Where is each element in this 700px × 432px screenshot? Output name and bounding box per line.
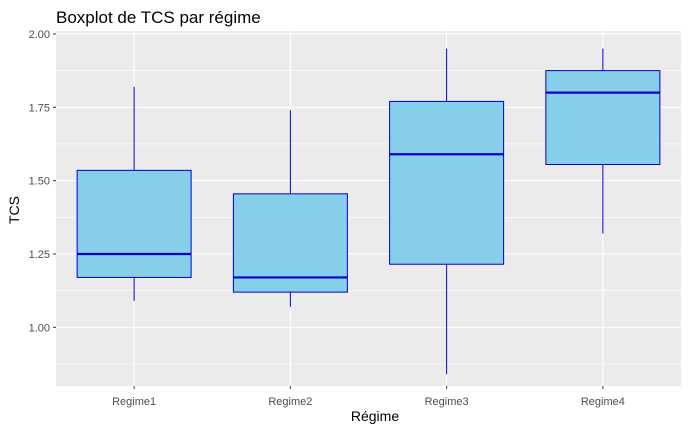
box-iqr: [76, 169, 192, 278]
x-axis-title: Régime: [351, 408, 399, 424]
x-tick-label: Regime2: [268, 396, 312, 408]
x-tick-label: Regime1: [112, 396, 156, 408]
box-regime2: [232, 110, 348, 307]
y-tick-label: 1.50: [29, 176, 50, 188]
y-tick-label: 2.00: [29, 29, 50, 41]
x-tick-label: Regime3: [425, 396, 469, 408]
y-axis-ticks: 1.00 1.25 1.50 1.75 2.00: [29, 29, 56, 334]
y-tick-label: 1.00: [29, 322, 50, 334]
box-regime1: [76, 86, 192, 301]
box-iqr: [232, 193, 348, 293]
boxes-group: [76, 48, 661, 375]
y-tick-label: 1.25: [29, 249, 50, 261]
x-tick-label: Regime4: [581, 396, 625, 408]
box-iqr: [545, 70, 661, 165]
y-axis-title: TCS: [6, 196, 22, 224]
y-tick-label: 1.75: [29, 102, 50, 114]
box-regime3: [389, 48, 505, 375]
box-iqr: [389, 100, 505, 265]
box-regime4: [545, 48, 661, 234]
chart-title: Boxplot de TCS par régime: [56, 8, 261, 27]
x-axis-ticks: Regime1 Regime2 Regime3 Regime4: [112, 386, 625, 408]
